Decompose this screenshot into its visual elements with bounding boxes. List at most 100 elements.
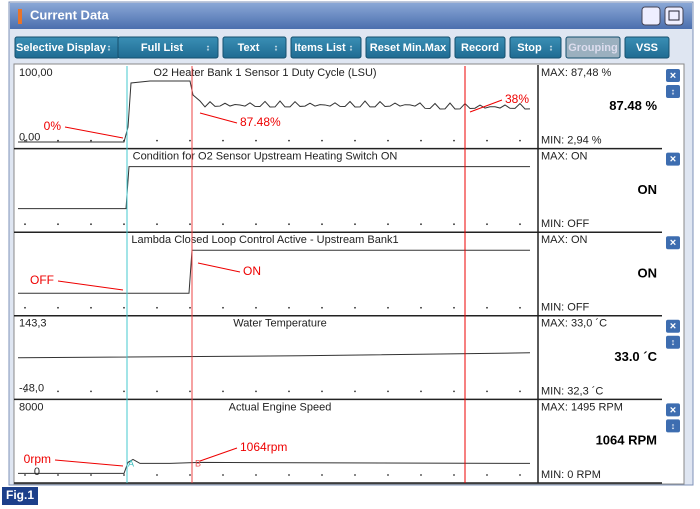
time-tick — [288, 306, 290, 309]
current-value: 1064 RPM — [596, 433, 657, 448]
window-title: Current Data — [30, 7, 110, 22]
setup-icon[interactable] — [641, 6, 661, 26]
close-button[interactable] — [666, 319, 680, 333]
time-tick — [321, 306, 323, 309]
close-glyph: × — [670, 404, 676, 416]
title-icon — [18, 9, 22, 24]
time-tick — [255, 139, 257, 142]
toolbar-button[interactable] — [624, 36, 670, 59]
time-tick — [255, 474, 257, 476]
time-tick — [519, 139, 521, 142]
time-tick — [255, 306, 257, 309]
scale-button[interactable] — [666, 419, 680, 433]
figure-badge — [2, 487, 38, 505]
signal-name: Water Temperature — [233, 318, 327, 330]
toolbar-button-label: Text — [238, 42, 260, 54]
close-glyph: × — [670, 154, 676, 166]
time-tick — [222, 474, 224, 476]
time-tick — [288, 390, 290, 393]
time-tick — [57, 306, 59, 309]
time-tick — [354, 306, 356, 309]
dropdown-arrow: ↕ — [107, 42, 112, 52]
time-tick — [486, 390, 488, 393]
time-tick — [420, 139, 422, 142]
scale-button[interactable] — [666, 335, 680, 349]
annotation: 0% — [44, 119, 62, 133]
toolbar-button[interactable] — [117, 36, 219, 59]
time-tick — [519, 223, 521, 226]
annotation: 0rpm — [24, 452, 51, 466]
time-tick — [354, 474, 356, 476]
time-tick — [486, 474, 488, 476]
time-tick — [90, 139, 92, 142]
time-tick — [453, 306, 455, 309]
annotation: 1064rpm — [240, 440, 287, 454]
time-tick — [519, 474, 521, 476]
toolbar-button[interactable] — [509, 36, 562, 59]
signal-trace — [18, 80, 531, 143]
window-button-glyph — [668, 10, 680, 21]
cursor-label: A — [128, 458, 134, 468]
cursor-label: B — [195, 458, 201, 468]
min-value: MIN: 32,3 ´C — [541, 385, 603, 397]
time-tick — [453, 223, 455, 226]
time-tick — [354, 390, 356, 393]
max-value: MAX: ON — [541, 234, 588, 246]
toolbar-button-label: Items List — [294, 42, 346, 54]
dropdown-arrow: ↕ — [349, 42, 354, 52]
time-tick — [189, 474, 191, 476]
close-button[interactable] — [666, 403, 680, 417]
toolbar-button-label: Selective Display — [16, 42, 107, 54]
time-tick — [420, 474, 422, 476]
time-tick — [57, 223, 59, 226]
signal-trace — [18, 249, 530, 294]
annotation-arrow — [57, 280, 124, 291]
dropdown-arrow: ↕ — [274, 42, 279, 52]
time-tick — [321, 390, 323, 393]
time-tick — [24, 474, 26, 476]
time-tick — [222, 390, 224, 393]
current-value: 87.48 % — [609, 98, 657, 113]
time-tick — [321, 223, 323, 226]
toolbar-button-label: Reset Min.Max — [370, 42, 447, 54]
toolbar-button[interactable] — [454, 36, 506, 59]
time-tick — [24, 306, 26, 309]
time-tick — [453, 390, 455, 393]
time-tick — [420, 306, 422, 309]
scale-button[interactable] — [666, 85, 680, 98]
scale-glyph: ↕ — [671, 337, 676, 347]
time-tick — [519, 390, 521, 393]
time-tick — [24, 139, 26, 142]
min-value: MIN: OFF — [541, 302, 590, 314]
close-button[interactable] — [666, 152, 680, 166]
time-tick — [90, 306, 92, 309]
toolbar-button[interactable] — [222, 36, 287, 59]
toolbar-button-label: VSS — [636, 42, 658, 54]
annotation: 87.48% — [240, 115, 281, 129]
toolbar-button[interactable] — [290, 36, 362, 59]
title-bar — [10, 3, 692, 29]
toolbar-button-label: Record — [461, 42, 499, 54]
close-glyph: × — [670, 70, 676, 82]
scale-glyph: ↕ — [671, 86, 676, 96]
time-tick — [321, 474, 323, 476]
time-tick — [354, 223, 356, 226]
close-button[interactable] — [666, 236, 680, 250]
scale-top: 143,3 — [19, 318, 47, 330]
time-tick — [288, 474, 290, 476]
scale-glyph: ↕ — [671, 421, 676, 431]
time-tick — [123, 390, 125, 393]
time-tick — [90, 223, 92, 226]
time-tick — [24, 390, 26, 393]
window-button[interactable] — [664, 6, 684, 26]
close-glyph: × — [670, 321, 676, 333]
close-button[interactable] — [666, 69, 680, 82]
toolbar-button[interactable] — [365, 36, 451, 59]
figure-label: Fig.1 — [6, 488, 34, 502]
time-tick — [189, 306, 191, 309]
min-value: MIN: 2,94 % — [541, 135, 602, 147]
time-tick — [387, 474, 389, 476]
max-value: MAX: ON — [541, 151, 588, 163]
time-tick — [189, 223, 191, 226]
